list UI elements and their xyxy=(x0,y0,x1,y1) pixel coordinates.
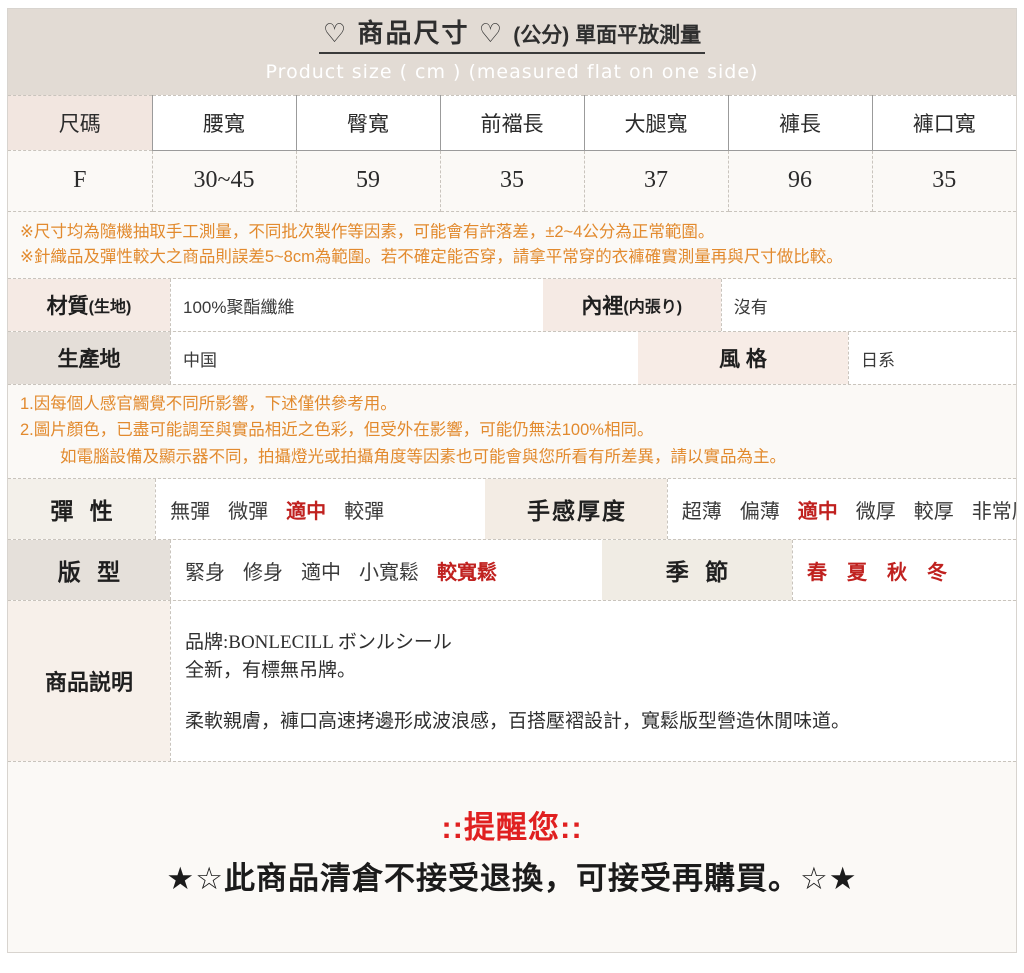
origin-value: 中国 xyxy=(170,332,638,385)
thickness-option-moderate[interactable]: 適中 xyxy=(797,500,838,523)
color-note-line-1: 1.因每個人感官觸覺不同所影響，下述僅供參考用。 xyxy=(20,395,397,414)
fit-label: 版 型 xyxy=(8,540,170,601)
material-label-text: 材質 xyxy=(46,295,89,319)
season-option-summer[interactable]: 夏 xyxy=(847,561,867,584)
heart-left-icon: ♡ xyxy=(322,18,349,48)
product-spec-card: ♡ 商品尺寸 ♡ (公分) 單面平放測量 Product size ( cm )… xyxy=(7,8,1017,954)
cell-rise: 35 xyxy=(439,150,585,212)
material-label: 材質 (生地) xyxy=(8,279,170,332)
season-option-spring[interactable]: 春 xyxy=(807,561,827,584)
season-label: 季 節 xyxy=(602,540,792,601)
fit-option-tight[interactable]: 緊身 xyxy=(185,561,225,584)
description-label: 商品説明 xyxy=(8,601,170,762)
reminder-text: ★☆此商品清倉不接受退換，可接受再購買。☆★ xyxy=(166,861,858,897)
origin-label: 生產地 xyxy=(8,332,170,385)
season-options: 春 夏 秋 冬 xyxy=(792,540,1016,601)
measurement-note-line-1: ※尺寸均為隨機抽取手工測量，不同批次製作等因素，可能會有許落差，±2~4公分為正… xyxy=(20,222,715,241)
description-condition-line: 全新，有標無吊牌。 xyxy=(185,659,357,681)
reminder-footer: ::提醒您:: ★☆此商品清倉不接受退換，可接受再購買。☆★ xyxy=(8,762,1016,953)
elasticity-label: 彈 性 xyxy=(8,479,156,540)
color-disclaimer-notes: 1.因每個人感官觸覺不同所影響，下述僅供參考用。 2.圖片顏色，已盡可能調至與實… xyxy=(8,385,1016,480)
cell-size: F xyxy=(8,150,153,212)
size-table-header-row: 尺碼 腰寬 臀寬 前襠長 大腿寬 褲長 褲口寬 xyxy=(8,94,1016,151)
table-row: F 30~45 59 35 37 96 35 xyxy=(8,150,1016,212)
description-spacer xyxy=(185,684,1004,708)
origin-row: 生產地 中国 風 格 日系 xyxy=(8,332,1016,386)
description-detail-line: 柔軟親膚，褲口高速拷邊形成波浪感，百搭壓褶設計，寬鬆版型營造休閒味道。 xyxy=(185,711,851,733)
fit-options: 緊身 修身 適中 小寬鬆 較寬鬆 xyxy=(170,540,602,601)
thickness-option-ultrathin[interactable]: 超薄 xyxy=(681,500,722,523)
season-option-winter[interactable]: 冬 xyxy=(927,561,947,584)
size-table: 尺碼 腰寬 臀寬 前襠長 大腿寬 褲長 褲口寬 F 30~45 59 35 37… xyxy=(8,94,1016,212)
elasticity-option-stretchy[interactable]: 較彈 xyxy=(344,500,385,523)
elasticity-option-slight[interactable]: 微彈 xyxy=(228,500,269,523)
col-header-waist: 腰寬 xyxy=(151,94,297,151)
cell-hem: 35 xyxy=(871,150,1016,212)
page-title-main: 商品尺寸 xyxy=(357,18,470,48)
fit-option-slim[interactable]: 修身 xyxy=(243,561,283,584)
material-value: 100%聚酯纖維 xyxy=(170,279,543,332)
thickness-label: 手感厚度 xyxy=(485,479,667,540)
heart-right-icon: ♡ xyxy=(478,18,505,48)
thickness-option-verythick[interactable]: 非常厚 xyxy=(971,500,1016,523)
page-subtitle: Product size ( cm ) (measured flat on on… xyxy=(265,60,759,83)
measurement-note-line-2: ※針織品及彈性較大之商品則誤差5~8cm為範圍。若不確定能否穿，請拿平常穿的衣褲… xyxy=(20,248,843,267)
measurement-notes: ※尺寸均為隨機抽取手工測量，不同批次製作等因素，可能會有許落差，±2~4公分為正… xyxy=(8,211,1016,280)
col-header-rise: 前襠長 xyxy=(439,94,585,151)
style-value: 日系 xyxy=(848,332,1016,385)
elasticity-options: 無彈 微彈 適中 較彈 xyxy=(155,479,486,540)
page-title: ♡ 商品尺寸 ♡ (公分) 單面平放測量 xyxy=(318,18,706,54)
thickness-options: 超薄 偏薄 適中 微厚 較厚 非常厚 xyxy=(666,479,1016,540)
fit-option-slightloose[interactable]: 小寬鬆 xyxy=(359,561,419,584)
fit-season-row: 版 型 緊身 修身 適中 小寬鬆 較寬鬆 季 節 春 夏 秋 冬 xyxy=(8,540,1016,602)
color-note-line-3: 如電腦設備及顯示器不同，拍攝燈光或拍攝角度等因素也可能會與您所看有所差異，請以實… xyxy=(60,447,786,466)
cell-waist: 30~45 xyxy=(151,150,297,212)
material-row: 材質 (生地) 100%聚酯纖維 內裡 (内張り) 沒有 xyxy=(8,279,1017,333)
fit-option-regular[interactable]: 適中 xyxy=(301,561,341,584)
description-row: 商品説明 品牌:BONLECILL ボンルシール 全新，有標無吊牌。 柔軟親膚，… xyxy=(8,601,1016,763)
cell-thigh: 37 xyxy=(583,150,729,212)
cell-hip: 59 xyxy=(295,150,441,212)
description-brand-line: 品牌:BONLECILL ボンルシール xyxy=(185,632,452,654)
elasticity-option-none[interactable]: 無彈 xyxy=(170,500,211,523)
col-header-thigh: 大腿寬 xyxy=(583,94,729,151)
lining-label-text: 內裡 xyxy=(581,295,624,319)
reminder-title: ::提醒您:: xyxy=(441,810,583,846)
description-body: 品牌:BONLECILL ボンルシール 全新，有標無吊牌。 柔軟親膚，褲口高速拷… xyxy=(170,601,1016,762)
page-title-unit: (公分) 單面平放測量 xyxy=(513,24,702,47)
thickness-option-thick[interactable]: 較厚 xyxy=(913,500,954,523)
col-header-hem: 褲口寬 xyxy=(871,94,1016,151)
lining-value: 沒有 xyxy=(720,279,1017,332)
lining-label-paren: (内張り) xyxy=(623,299,683,317)
style-label: 風 格 xyxy=(638,332,848,385)
fit-option-loose[interactable]: 較寬鬆 xyxy=(437,561,497,584)
col-header-hip: 臀寬 xyxy=(295,94,441,151)
season-option-autumn[interactable]: 秋 xyxy=(887,561,907,584)
lining-label: 內裡 (内張り) xyxy=(542,279,721,332)
thickness-option-thin[interactable]: 偏薄 xyxy=(739,500,780,523)
elasticity-option-moderate[interactable]: 適中 xyxy=(286,500,327,523)
thickness-option-slightthick[interactable]: 微厚 xyxy=(855,500,896,523)
cell-length: 96 xyxy=(727,150,873,212)
header-band: ♡ 商品尺寸 ♡ (公分) 單面平放測量 Product size ( cm )… xyxy=(8,9,1016,95)
material-label-paren: (生地) xyxy=(88,299,132,317)
col-header-length: 褲長 xyxy=(727,94,873,151)
elasticity-thickness-row: 彈 性 無彈 微彈 適中 較彈 手感厚度 超薄 偏薄 適中 微厚 較厚 非常厚 xyxy=(8,479,1016,541)
color-note-line-2: 2.圖片顏色，已盡可能調至與實品相近之色彩，但受外在影響，可能仍無法100%相同… xyxy=(20,421,654,440)
col-header-size: 尺碼 xyxy=(8,94,153,151)
